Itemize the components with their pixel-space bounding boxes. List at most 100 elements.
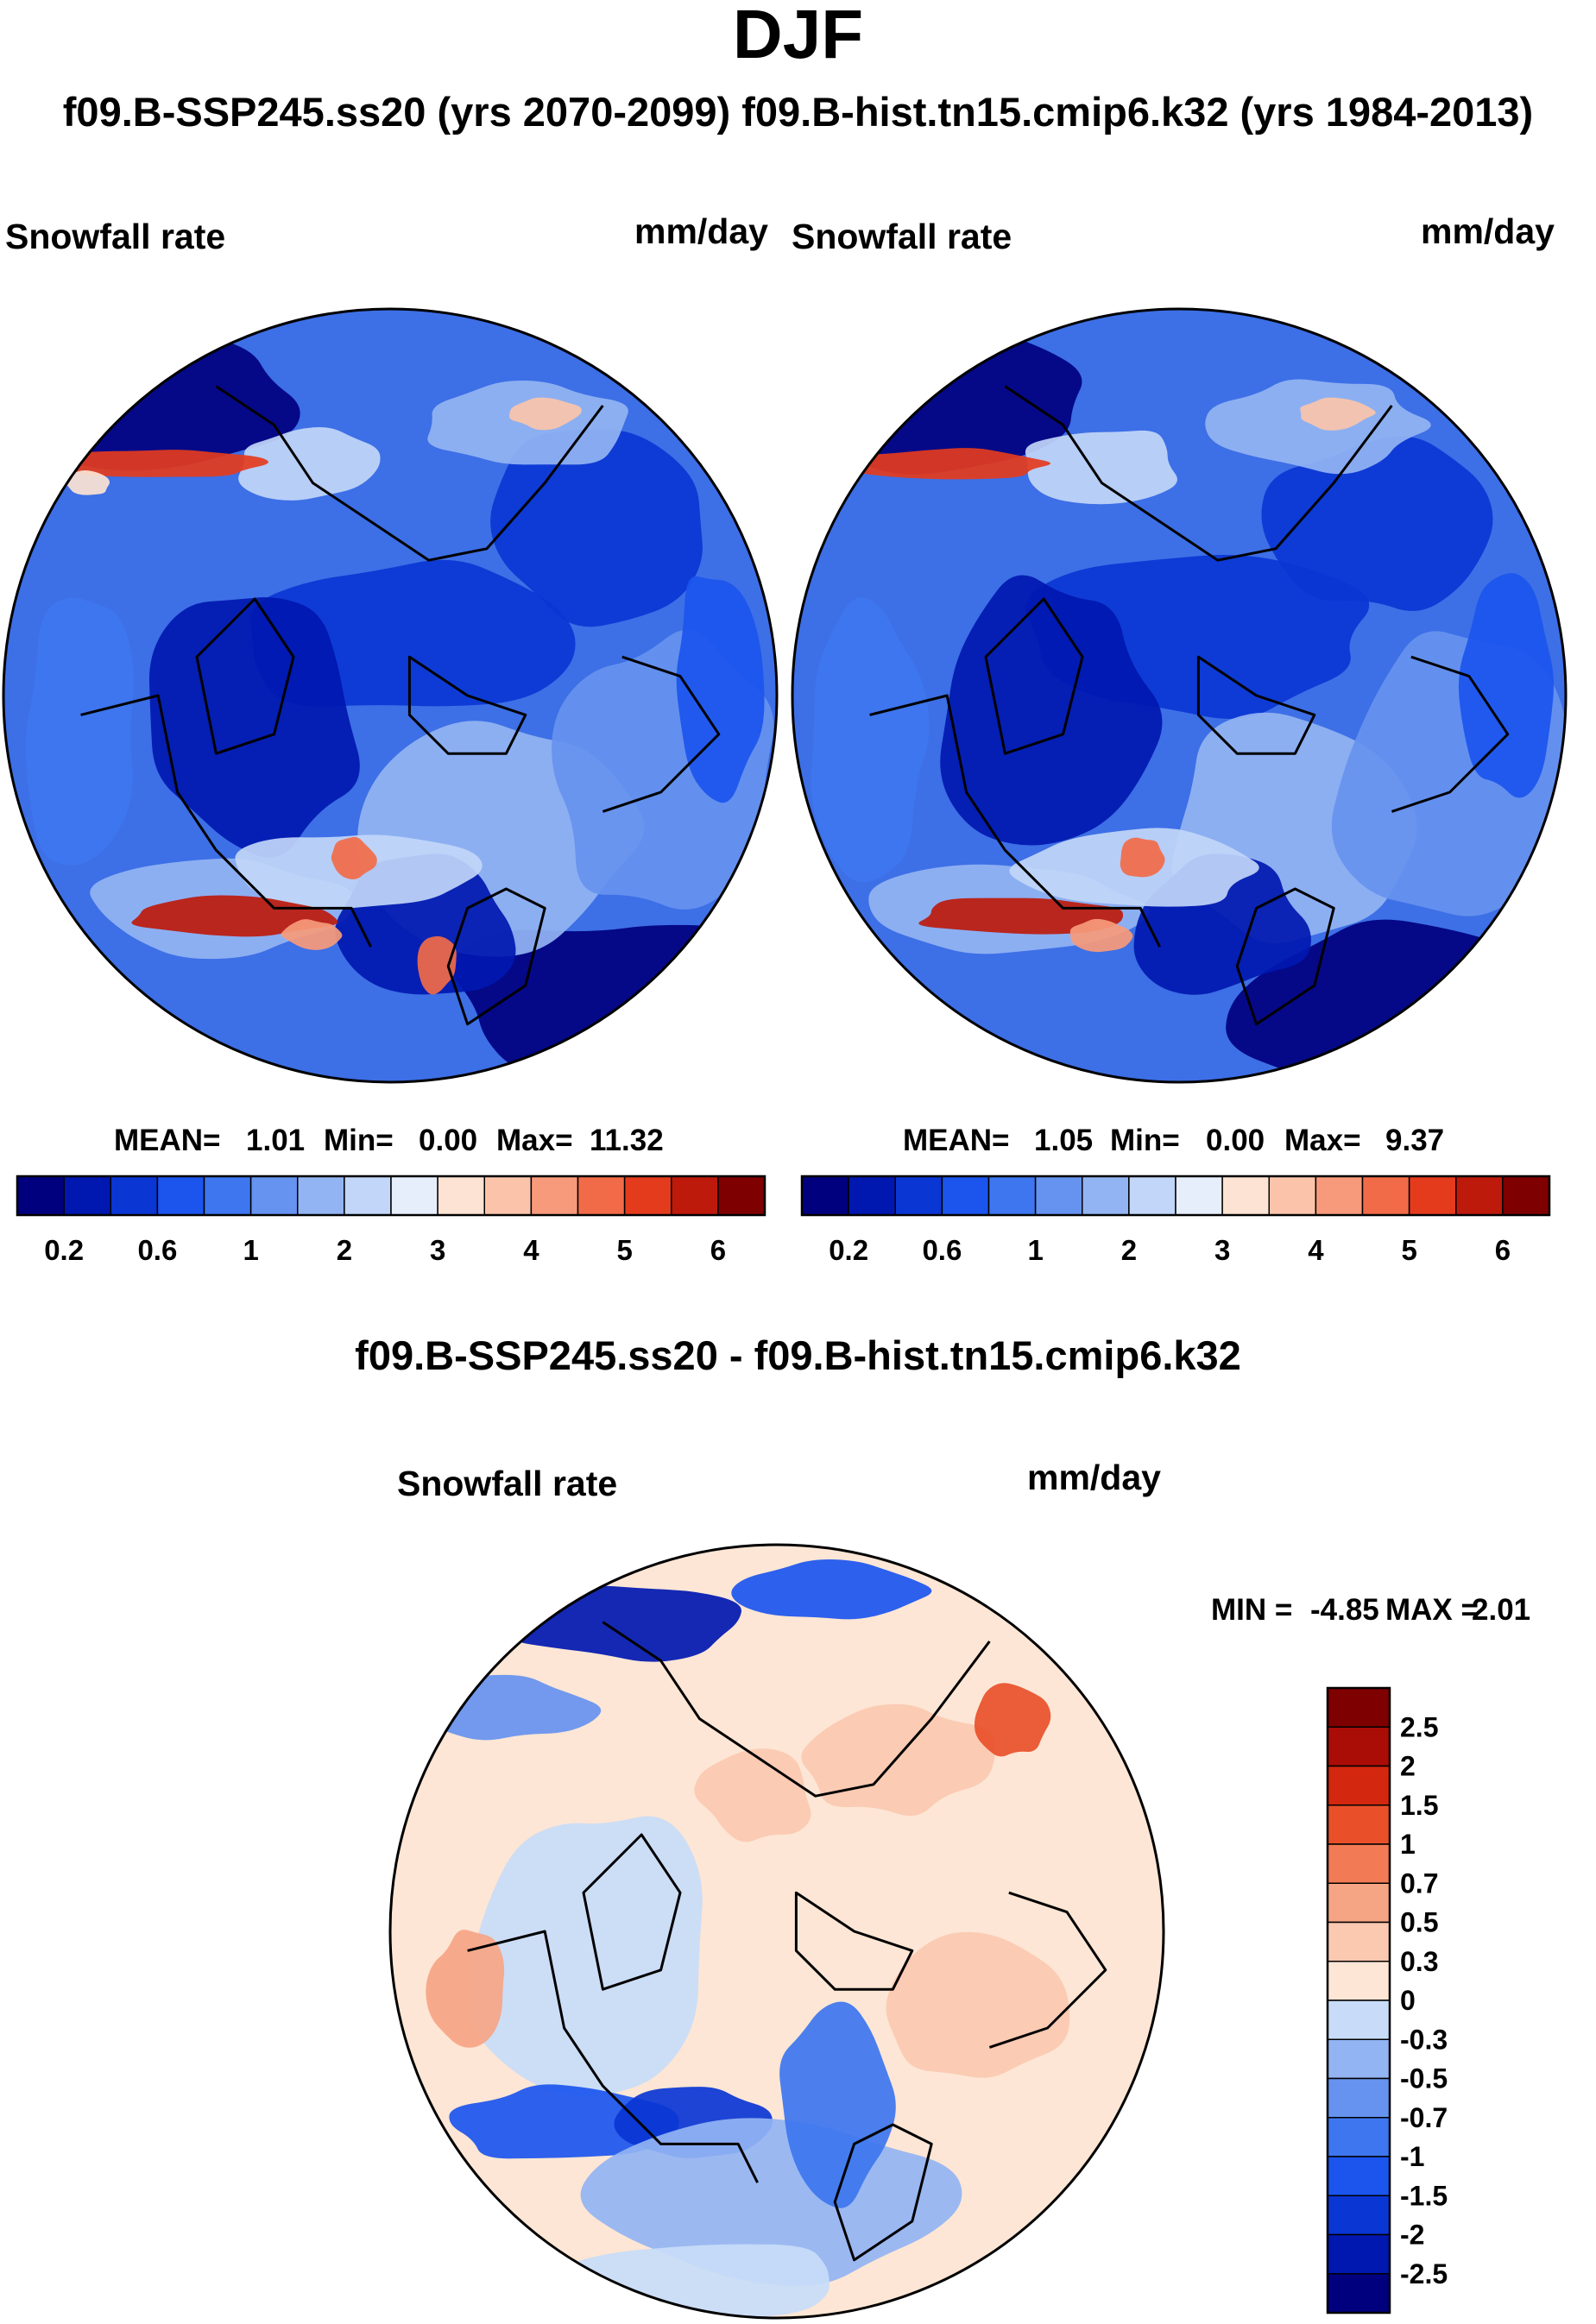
panel3-colorbar-swatch-6 [1327, 1921, 1391, 1962]
season-title: DJF [732, 0, 864, 72]
panel2-colorbar-swatch-7 [1128, 1175, 1176, 1216]
panel2-map-border [791, 307, 1568, 1084]
panel1-contour-region-15 [131, 895, 338, 937]
panel3-coastline-5 [988, 1891, 1107, 2049]
panel2-colorbar-swatch-1 [848, 1175, 896, 1216]
panel1-colorbar-label-0: 0.2 [44, 1234, 84, 1266]
panel1-colorbar-label-4: 3 [430, 1234, 445, 1266]
panel3-units-label: mm/day [1027, 1458, 1161, 1497]
panel3-colorbar-swatch-2 [1327, 1765, 1391, 1806]
panel1-colorbar-swatch-3 [156, 1175, 205, 1216]
panel1-max-value: 11.32 [590, 1124, 664, 1157]
panel1-contour-region-14 [52, 450, 268, 477]
panel2-colorbar-swatch-11 [1315, 1175, 1364, 1216]
panel2-colorbar-swatch-6 [1082, 1175, 1130, 1216]
panel2-contour-region-10 [1458, 573, 1554, 798]
panel2-coastline-1 [1196, 655, 1316, 755]
panel3-colorbar-swatch-7 [1327, 1961, 1391, 2001]
panel3-variable-label: Snowfall rate [397, 1464, 618, 1503]
panel1-contour-region-17 [509, 397, 582, 431]
panel2-coastline-4 [1235, 887, 1335, 1026]
panel1-colorbar-swatch-11 [530, 1175, 579, 1216]
panel3-coastline-3 [582, 1833, 682, 1991]
panel3-colorbar-frame [1326, 1686, 1391, 2315]
panel1-colorbar-swatch-2 [110, 1175, 159, 1216]
panel2-colorbar-label-1: 0.6 [922, 1234, 962, 1266]
panel2-contour-region-8 [1025, 430, 1177, 505]
panel3-colorbar-label-4: 0.7 [1400, 1867, 1438, 1899]
panel1-colorbar-swatch-13 [623, 1175, 672, 1216]
panel3-colorbar-swatch-8 [1327, 2000, 1391, 2040]
panel1-colorbar-swatch-7 [344, 1175, 392, 1216]
panel1-contour-region-18 [331, 836, 377, 879]
panel2-max-label: Max= [1284, 1124, 1361, 1157]
panel2-colorbar-label-3: 2 [1121, 1234, 1137, 1266]
panel3-colorbar-label-0: 2.5 [1400, 1711, 1438, 1742]
panel3-colorbar-label-6: 0.3 [1400, 1946, 1438, 1977]
panel2-units-label: mm/day [1421, 211, 1555, 251]
panel1-contour-region-4 [490, 429, 703, 627]
panel1-coastline-0 [215, 385, 604, 562]
panel1-colorbar-label-1: 0.6 [137, 1234, 177, 1266]
panel1-contour-region-10 [676, 576, 765, 803]
panel1-contour-region-8 [238, 426, 381, 501]
panel1-variable-label: Snowfall rate [5, 217, 226, 256]
cases-subtitle: f09.B-SSP245.ss20 (yrs 2070-2099) f09.B-… [62, 89, 1534, 135]
panel3-colorbar-label-7: 0 [1400, 1985, 1416, 2016]
panel1-coastline-2 [80, 694, 372, 948]
panel1-contour-region-20 [417, 935, 457, 995]
panel3-colorbar-swatch-0 [1327, 1687, 1391, 1728]
panel3-colorbar-label-5: 0.5 [1400, 1907, 1438, 1938]
panel2-colorbar-swatch-9 [1221, 1175, 1270, 1216]
panel2-contour-region-11 [811, 596, 930, 883]
panel1-coastline-1 [407, 655, 527, 755]
panel2-contour-region-14 [840, 448, 1050, 480]
panel3-contour-region-7 [779, 2001, 896, 2208]
panel1-colorbar-frame [16, 1175, 766, 1217]
panel2-variable-label: Snowfall rate [792, 217, 1012, 256]
panel3-coastline-0 [602, 1621, 991, 1798]
panel1-map-border [2, 307, 779, 1084]
panel3-colorbar-swatch-12 [1327, 2156, 1391, 2196]
panel2-colorbar-swatch-10 [1268, 1175, 1317, 1216]
panel2-max-value: 9.37 [1385, 1124, 1445, 1157]
panel1-mean-label: MEAN= [114, 1124, 221, 1157]
panel3-colorbar-swatch-4 [1327, 1843, 1391, 1884]
panel3-colorbar-swatch-11 [1327, 2117, 1391, 2157]
panel2-colorbar-label-5: 4 [1308, 1234, 1324, 1266]
panel1-contour-region-19 [66, 469, 110, 495]
panel2-colorbar-swatch-13 [1408, 1175, 1457, 1216]
panel3-contour-region-8 [565, 2244, 830, 2318]
panel1-colorbar-swatch-12 [577, 1175, 626, 1216]
panel1-contour-region-3 [148, 597, 360, 858]
panel1-min-value: 0.00 [419, 1124, 478, 1157]
panel1-colorbar-label-7: 6 [710, 1234, 726, 1266]
panel2-contour-region-4 [1261, 436, 1493, 611]
panel3-coastline-2 [467, 1930, 759, 2183]
panel3-colorbar-label-12: -1.5 [1400, 2180, 1448, 2211]
panel2-colorbar-label-6: 5 [1401, 1234, 1416, 1266]
panel3-colorbar-swatch-5 [1327, 1882, 1391, 1924]
panel3-contour-region-11 [426, 1930, 505, 2048]
panel2-mean-label: MEAN= [903, 1124, 1010, 1157]
panel2-contour-region-17 [1300, 397, 1376, 431]
panel1-colorbar-swatch-14 [671, 1175, 719, 1216]
panel2-colorbar-frame [800, 1175, 1551, 1217]
panel3-colorbar-swatch-13 [1327, 2195, 1391, 2236]
panel2-colorbar-swatch-14 [1455, 1175, 1504, 1216]
panel2-coastline-5 [1391, 655, 1510, 813]
panel3-coastline-1 [794, 1891, 914, 1991]
panel3-colorbar-swatch-3 [1327, 1804, 1391, 1845]
panel3-max-value: 2.01 [1472, 1593, 1531, 1627]
panel2-colorbar-swatch-4 [987, 1175, 1037, 1216]
panel1-coastline-4 [446, 887, 546, 1026]
panel3-coastline-4 [833, 2123, 933, 2262]
panel1-colorbar-swatch-5 [249, 1175, 299, 1216]
panel3-contour-region-12 [886, 1931, 1070, 2078]
panel1-coastline-5 [602, 655, 721, 813]
panel2-colorbar-label-7: 6 [1495, 1234, 1511, 1266]
panel1-colorbar-swatch-1 [63, 1175, 111, 1216]
panel3-map-field [390, 1545, 1164, 2318]
panel1-colorbar-swatch-9 [437, 1175, 485, 1216]
